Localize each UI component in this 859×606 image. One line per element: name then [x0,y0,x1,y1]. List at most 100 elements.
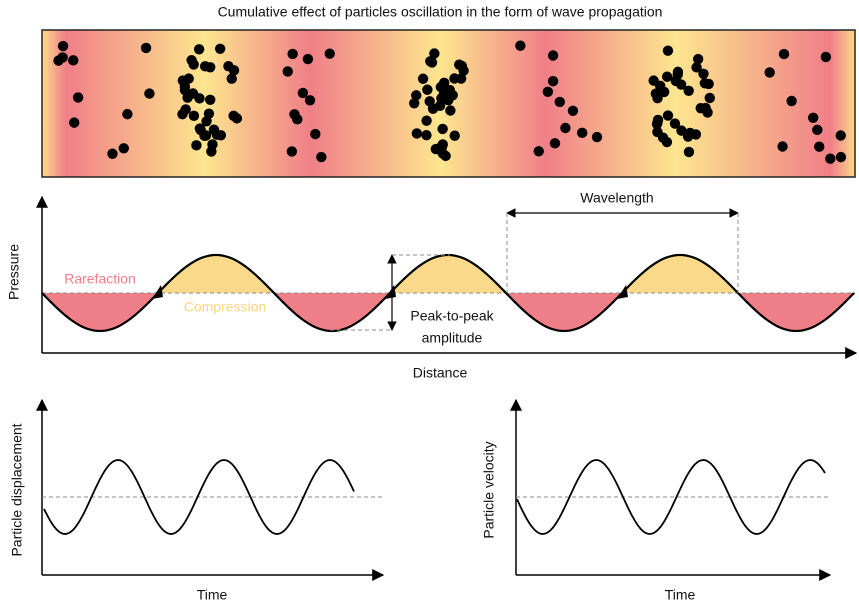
particle [835,151,847,163]
lobe [738,293,854,331]
particle [292,114,303,125]
lobe [622,255,738,293]
particle [199,61,211,72]
particle [231,113,243,124]
particle [684,127,696,139]
particle [704,92,715,104]
particle [676,125,687,136]
amplitude-label: amplitude [422,330,483,346]
particle [591,131,603,143]
particle [207,139,218,150]
particle [286,146,298,157]
particle [68,55,79,66]
particle [425,56,436,67]
particle [449,130,460,141]
particle [807,112,819,123]
particle [421,115,432,126]
particle [424,96,435,107]
particle [652,114,664,126]
particle [662,45,674,56]
particle [422,84,433,95]
particle [188,110,200,122]
compression-label: Compression [184,299,266,315]
particle [820,51,832,63]
lobe [42,293,158,331]
particle [675,79,687,90]
y-label: Particle displacement [9,423,25,556]
particle [411,90,422,101]
particle [547,75,559,87]
y-label: Pressure [6,244,22,300]
particle [191,140,202,151]
amplitude-label: Peak-to-peak [410,308,494,324]
wavelength-label: Wavelength [580,190,653,206]
particle [814,141,825,152]
particle [282,66,293,77]
particle [554,96,565,108]
particle [122,108,133,120]
particle [698,68,709,79]
particle [658,86,670,98]
particle [107,148,118,159]
particle [437,123,448,135]
particle [549,138,561,149]
particle [194,123,206,134]
particle [302,53,314,65]
particle [57,40,69,52]
lobe [506,293,622,331]
particle [186,55,197,66]
velocity-wave [516,459,826,535]
particle [669,118,681,129]
particle [661,71,673,82]
particle [812,124,823,136]
title: Cumulative effect of particles oscillati… [218,4,663,20]
x-label: Time [197,587,228,603]
particle [411,128,423,139]
particle [560,122,571,134]
lobe [158,255,274,293]
particle [662,110,674,121]
particle [193,44,205,55]
particle [825,153,836,164]
particle [409,98,420,109]
particle [835,130,846,141]
particle [786,95,797,107]
particle [691,62,702,73]
particle [203,108,215,119]
particle [672,69,683,80]
direction-arrow [152,285,163,299]
particle [316,151,327,163]
displacement-wave [43,459,355,535]
particle [515,40,526,51]
lobe [274,293,390,331]
particle [692,53,704,65]
particle [200,130,212,141]
particle [417,73,429,84]
particle [458,65,469,76]
particle [657,132,669,143]
direction-arrow [617,285,628,299]
particle [542,86,554,98]
particle [683,146,695,158]
particle [226,73,237,84]
particle [778,48,790,60]
particle [547,50,559,61]
particle [310,128,321,140]
particle [533,146,544,157]
particle [144,88,155,99]
particle [455,73,467,84]
rarefaction-label: Rarefaction [64,271,136,287]
particle [214,43,226,54]
particle [324,48,335,59]
particle [204,94,216,105]
particle [57,52,68,63]
particle [445,105,456,116]
x-label: Time [665,587,696,603]
particle [699,78,711,89]
particle [297,87,309,99]
y-label: Particle velocity [481,441,497,538]
particle [287,48,298,60]
particle [177,75,189,86]
particle [72,92,84,103]
